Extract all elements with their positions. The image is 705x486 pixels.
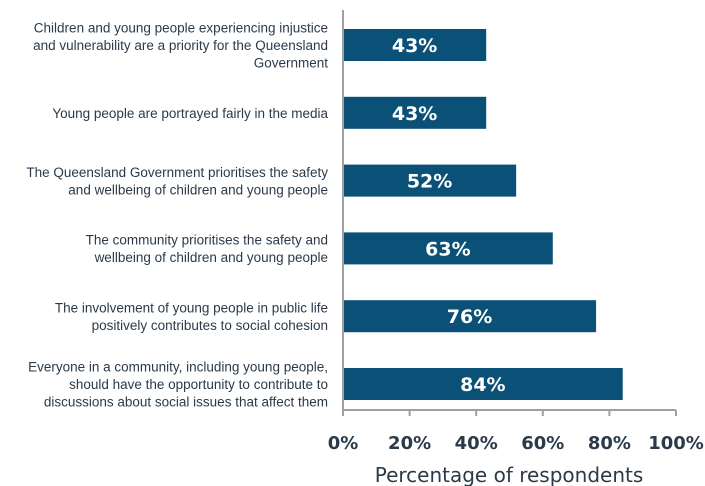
category-label-3: The Queensland Government prioritises th… bbox=[26, 165, 328, 198]
x-tick-label: 60% bbox=[521, 433, 564, 454]
bar-value-label-6: 84% bbox=[460, 374, 505, 396]
category-label-line: Everyone in a community, including young… bbox=[28, 360, 328, 375]
category-label-line: positively contributes to social cohesio… bbox=[92, 318, 328, 333]
x-tick-label: 100% bbox=[648, 433, 704, 454]
category-label-4: The community prioritises the safety and… bbox=[86, 233, 328, 266]
category-label-line: Young people are portrayed fairly in the… bbox=[52, 106, 328, 121]
axes-group bbox=[342, 10, 677, 416]
bar-2 bbox=[343, 96, 487, 129]
x-tick-labels-group: 0% 20% 40% 60% 80% 100% bbox=[328, 433, 704, 454]
bar-value-label-5: 76% bbox=[447, 306, 492, 328]
bar-value-label-1: 43% bbox=[392, 35, 437, 57]
category-label-1: Children and young people experiencing i… bbox=[33, 21, 328, 71]
bar-1 bbox=[343, 29, 487, 61]
category-label-6: Everyone in a community, including young… bbox=[28, 360, 328, 410]
bar-value-label-3: 52% bbox=[407, 171, 452, 193]
category-label-line: The Queensland Government prioritises th… bbox=[26, 165, 328, 180]
bar-4 bbox=[343, 232, 553, 265]
category-label-line: should have the opportunity to contribut… bbox=[69, 377, 328, 392]
category-label-line: and wellbeing of children and young peop… bbox=[68, 182, 328, 197]
x-tick-label: 0% bbox=[328, 433, 359, 454]
category-label-line: Children and young people experiencing i… bbox=[34, 21, 328, 36]
x-axis-title: Percentage of respondents bbox=[375, 463, 644, 486]
bar-3 bbox=[343, 164, 517, 197]
category-label-line: discussions about social issues that aff… bbox=[44, 395, 328, 410]
x-tick-label: 20% bbox=[388, 433, 431, 454]
bar-6 bbox=[343, 368, 623, 400]
bar-value-label-2: 43% bbox=[392, 103, 437, 125]
category-label-line: The involvement of young people in publi… bbox=[55, 300, 328, 315]
category-label-line: Government bbox=[254, 56, 329, 71]
x-tick-label: 40% bbox=[455, 433, 498, 454]
category-label-line: and vulnerability are a priority for the… bbox=[33, 38, 328, 53]
category-labels-group: Children and young people experiencing i… bbox=[26, 21, 328, 410]
bar-value-label-4: 63% bbox=[425, 238, 470, 260]
category-label-5: The involvement of young people in publi… bbox=[55, 300, 328, 333]
category-label-line: The community prioritises the safety and bbox=[86, 233, 328, 248]
bars-group: 43% 43% 52% 63% 76% 84% bbox=[343, 29, 623, 400]
x-tick-label: 80% bbox=[588, 433, 631, 454]
category-label-line: wellbeing of children and young people bbox=[94, 250, 328, 265]
category-label-2: Young people are portrayed fairly in the… bbox=[52, 106, 328, 121]
bar-5 bbox=[343, 300, 597, 333]
